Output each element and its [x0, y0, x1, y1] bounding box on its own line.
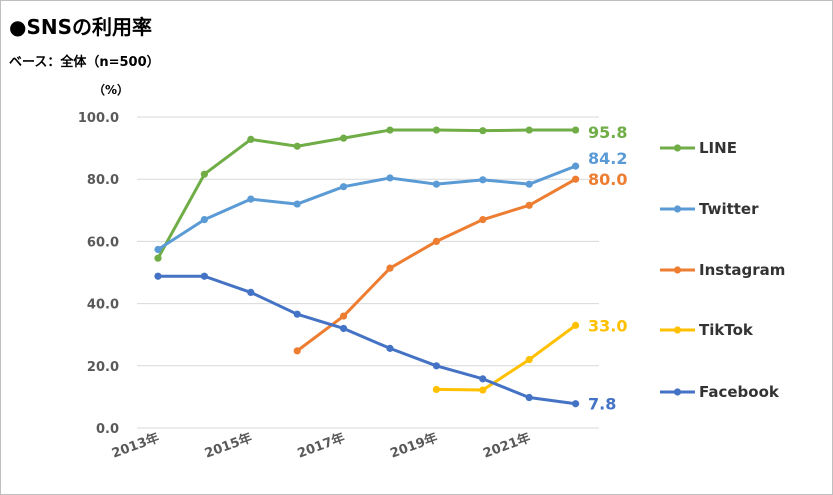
- x-tick-label: 2015年: [202, 430, 254, 462]
- data-point-facebook: [386, 344, 394, 352]
- data-point-facebook: [525, 393, 533, 402]
- y-tick-label: 20.0: [87, 360, 119, 375]
- data-point-line: [340, 134, 348, 142]
- y-tick-label: 80.0: [87, 173, 119, 188]
- data-point-instagram: [432, 237, 440, 245]
- y-axis-unit: （%）: [93, 83, 130, 97]
- data-point-facebook: [340, 324, 348, 333]
- data-point-twitter: [386, 174, 394, 182]
- data-point-line: [432, 126, 440, 134]
- end-label-tiktok: 33.0: [588, 316, 627, 335]
- end-labels: 95.8 84.2 80.0 33.0 7.8: [588, 123, 627, 414]
- data-point-twitter: [572, 162, 580, 170]
- legend-label-facebook: Facebook: [699, 383, 780, 401]
- end-label-twitter: 84.2: [588, 149, 627, 168]
- legend-marker-facebook: [673, 388, 682, 396]
- x-tick-label: 2017年: [295, 430, 347, 462]
- data-point-instagram: [572, 175, 580, 183]
- data-point-tiktok: [525, 355, 533, 364]
- data-point-line: [479, 127, 487, 135]
- data-point-facebook: [200, 272, 208, 280]
- x-tick-label: 2019年: [388, 430, 440, 462]
- series-line-tiktok: [436, 324, 577, 392]
- data-point-instagram: [340, 312, 348, 320]
- series-line-facebook: [158, 274, 576, 406]
- chart-subtitle: ベース：全体（n=500）: [9, 55, 160, 70]
- series-line-line: [156, 128, 576, 259]
- x-axis: 2013年 2015年 2017年 2019年 2021年: [110, 430, 533, 462]
- data-point-twitter: [479, 176, 487, 184]
- data-point-instagram: [525, 201, 533, 209]
- gridlines: [137, 116, 599, 429]
- y-tick-label: 60.0: [87, 235, 119, 250]
- data-point-facebook: [293, 310, 301, 318]
- series-line-instagram: [296, 177, 577, 353]
- series-lines: [154, 126, 580, 408]
- data-point-line: [247, 135, 255, 143]
- legend: LINE Twitter Instagram TikTok Facebook: [660, 139, 785, 401]
- legend-marker-tiktok: [673, 326, 682, 334]
- legend-label-instagram: Instagram: [699, 261, 785, 279]
- data-point-twitter: [154, 245, 162, 254]
- data-point-tiktok: [479, 386, 487, 394]
- series-line-twitter: [157, 164, 577, 251]
- data-point-instagram: [479, 216, 487, 224]
- legend-label-line: LINE: [699, 139, 737, 157]
- data-point-facebook: [247, 288, 255, 297]
- legend-marker-line: [673, 144, 682, 152]
- y-tick-label: 100.0: [78, 111, 119, 126]
- data-point-twitter: [293, 200, 301, 208]
- data-point-twitter: [200, 216, 208, 224]
- data-point-instagram: [293, 347, 301, 355]
- y-axis: 0.0 20.0 40.0 60.0 80.0 100.0: [78, 111, 119, 437]
- data-point-line: [386, 126, 394, 134]
- data-point-twitter: [340, 183, 348, 191]
- legend-label-twitter: Twitter: [699, 200, 759, 218]
- end-label-line: 95.8: [588, 123, 627, 142]
- data-point-twitter: [525, 180, 533, 188]
- data-point-twitter: [247, 195, 255, 203]
- data-point-tiktok: [572, 321, 580, 329]
- x-tick-label: 2021年: [481, 430, 533, 462]
- end-label-facebook: 7.8: [588, 395, 616, 414]
- legend-marker-instagram: [673, 266, 682, 274]
- data-point-tiktok: [432, 385, 440, 394]
- data-point-facebook: [154, 272, 162, 280]
- y-tick-label: 40.0: [87, 298, 119, 313]
- data-point-line: [154, 254, 162, 262]
- chart-title: ●SNSの利用率: [9, 15, 152, 39]
- data-point-facebook: [479, 375, 487, 383]
- data-point-facebook: [432, 362, 440, 370]
- data-point-line: [293, 142, 301, 150]
- y-tick-label: 0.0: [96, 422, 119, 437]
- data-point-facebook: [572, 400, 580, 408]
- data-point-line: [572, 126, 580, 134]
- data-point-line: [525, 126, 533, 134]
- legend-marker-twitter: [673, 205, 682, 213]
- data-point-instagram: [386, 264, 394, 272]
- end-label-instagram: 80.0: [588, 170, 627, 189]
- data-point-twitter: [432, 180, 440, 188]
- legend-label-tiktok: TikTok: [699, 321, 754, 339]
- data-point-line: [200, 170, 208, 178]
